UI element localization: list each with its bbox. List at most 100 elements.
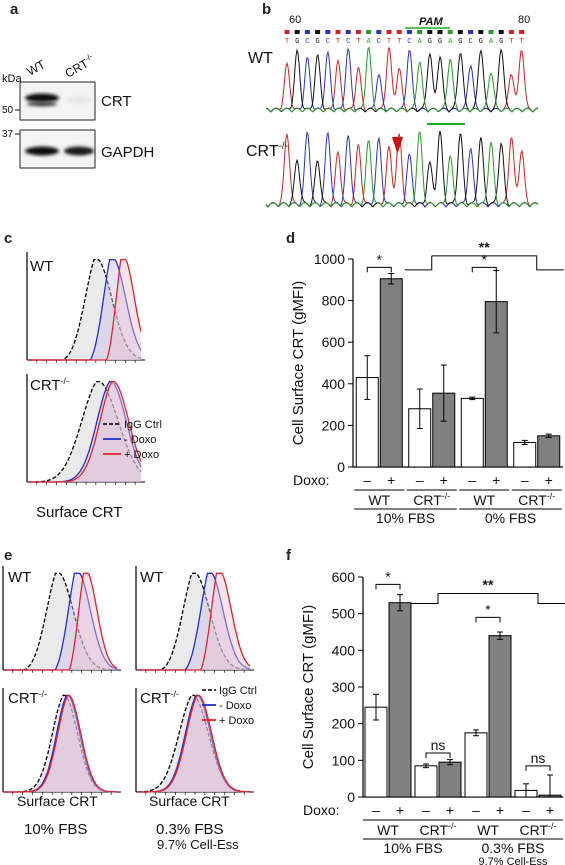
double-bracket <box>438 593 565 604</box>
doxo-sign: – <box>372 802 380 818</box>
plus-doxo-curve-fill <box>29 259 141 360</box>
base-call-letter: T <box>285 38 289 46</box>
y-tick-label: 500 <box>332 606 356 622</box>
legend-e-igg: IgG Ctrl <box>219 685 257 697</box>
base-tick <box>386 30 392 34</box>
base-call-letter: C <box>326 38 330 46</box>
y-tick-label: 800 <box>322 293 346 309</box>
band-label-crt: CRT <box>101 93 132 110</box>
base-tick <box>427 30 433 34</box>
minus-doxo-curve-fill <box>29 381 141 482</box>
hist-e-xlabel-right: Surface CRT <box>149 793 230 809</box>
sig-bracket-wt-10-label: * <box>377 251 383 267</box>
base-call-letter: T <box>336 38 340 46</box>
bar-plus-doxo <box>379 278 403 468</box>
y-tick-label: 200 <box>322 417 346 433</box>
histogram-e-ko-10fbs <box>2 688 121 795</box>
bar-minus-doxo <box>414 765 438 798</box>
base-call-letter: G <box>458 38 462 46</box>
doxo-sign: – <box>422 802 430 818</box>
doxo-sign: – <box>472 802 480 818</box>
base-call-letter: C <box>377 38 381 46</box>
bar-minus-doxo <box>460 397 484 468</box>
bar-minus-doxo <box>464 732 488 798</box>
histogram-e-wt-10fbs <box>2 566 121 673</box>
doxo-sign: – <box>468 472 476 488</box>
y-tick-label: 0 <box>347 789 355 805</box>
group-label: WT <box>377 822 399 838</box>
histogram-e-ko-03fbs <box>135 688 254 795</box>
chromatogram-label-wt: WT <box>248 50 273 67</box>
minus-doxo-curve-fill <box>138 695 250 792</box>
doxo-sign: – <box>521 472 529 488</box>
y-tick-label: 0 <box>337 459 345 475</box>
base-tick <box>437 30 443 34</box>
mutation-arrow-icon <box>392 137 403 154</box>
group-label: WT <box>477 822 499 838</box>
y-axis-label: Cell Surface CRT (gMFI) <box>290 281 307 445</box>
legend-e-minus-doxo: - Doxo <box>219 700 251 712</box>
sig-bracket-wt-0-label: * <box>482 251 488 267</box>
base-call-letter: A <box>489 38 494 46</box>
band-crt-wt <box>25 93 59 103</box>
base-tick <box>335 30 341 34</box>
y-tick-label: 1000 <box>314 251 345 267</box>
panel-label-a: a <box>10 1 19 18</box>
base-tick <box>519 30 525 34</box>
hist-c-label-ko: CRT-/- <box>30 376 69 394</box>
igg-ctrl-curve-fill <box>5 695 117 792</box>
double-bracket-left <box>404 255 433 271</box>
doxo-row-label: Doxo: <box>293 472 330 488</box>
trace-T <box>265 133 539 208</box>
base-call-letter: G <box>479 38 483 46</box>
cond-label-03fbs: 0.3% FBS <box>156 821 224 838</box>
base-call-letter: G <box>428 38 432 46</box>
band-gapdh-wt <box>25 146 59 156</box>
double-bracket-label: ** <box>479 239 490 255</box>
panel-c-histograms: WT CRT-/- IgG Ctrl - Doxo + Doxo Surface… <box>26 252 162 521</box>
plus-doxo-curve-fill <box>138 573 250 670</box>
base-tick <box>355 30 361 34</box>
igg-ctrl-curve-fill <box>5 573 117 670</box>
lane-label-crt-ko: CRT-/- <box>62 51 98 80</box>
doxo-sign: + <box>396 802 404 818</box>
base-tick <box>478 30 484 34</box>
sig-bracket-wt-03 <box>475 616 501 623</box>
sig-bracket-wt-10 <box>375 583 401 590</box>
kda-label: kDa <box>2 73 22 85</box>
y-tick-label: 100 <box>332 752 356 768</box>
doxo-sign: + <box>446 802 454 818</box>
plus-doxo-curve-fill <box>5 695 117 792</box>
chromatogram-wt <box>265 46 539 113</box>
histogram-e-wt-03fbs <box>135 566 254 673</box>
y-tick-label: 400 <box>322 376 346 392</box>
group-label: CRT-/- <box>518 491 555 508</box>
base-tick <box>417 30 423 34</box>
sig-bracket-ko-10-label: ns <box>431 737 446 753</box>
doxo-sign: + <box>545 472 553 488</box>
doxo-sign: + <box>546 802 554 818</box>
base-tick <box>406 30 412 34</box>
plus-doxo-curve <box>29 258 142 361</box>
band-crt-ko <box>66 97 92 103</box>
y-tick-label: 600 <box>332 569 356 585</box>
base-call-letter: C <box>305 38 309 46</box>
legend-c: IgG Ctrl - Doxo + Doxo <box>103 419 162 461</box>
sig-bracket-wt-10-label: * <box>385 568 391 584</box>
sig-bracket-wt-03-label: * <box>485 601 491 617</box>
doxo-sign: – <box>363 472 371 488</box>
bar-minus-doxo <box>364 706 388 798</box>
cond-label-10fbs: 10% FBS <box>24 821 87 838</box>
sig-bracket-ko-10 <box>425 752 451 758</box>
group-label: CRT-/- <box>419 821 456 838</box>
trace-C <box>265 47 539 113</box>
panel-a-western-blot: WT CRT-/- kDa 50 37 CRT GAPDH <box>2 51 154 169</box>
double-bracket-label: ** <box>483 577 494 593</box>
doxo-sign: – <box>522 802 530 818</box>
hist-e-label-wt-right: WT <box>140 569 163 586</box>
condition-label: 10% FBS <box>376 510 435 526</box>
plus-doxo-curve <box>138 572 251 671</box>
band-gapdh-ko <box>64 146 94 156</box>
base-call-letter: G <box>438 38 442 46</box>
